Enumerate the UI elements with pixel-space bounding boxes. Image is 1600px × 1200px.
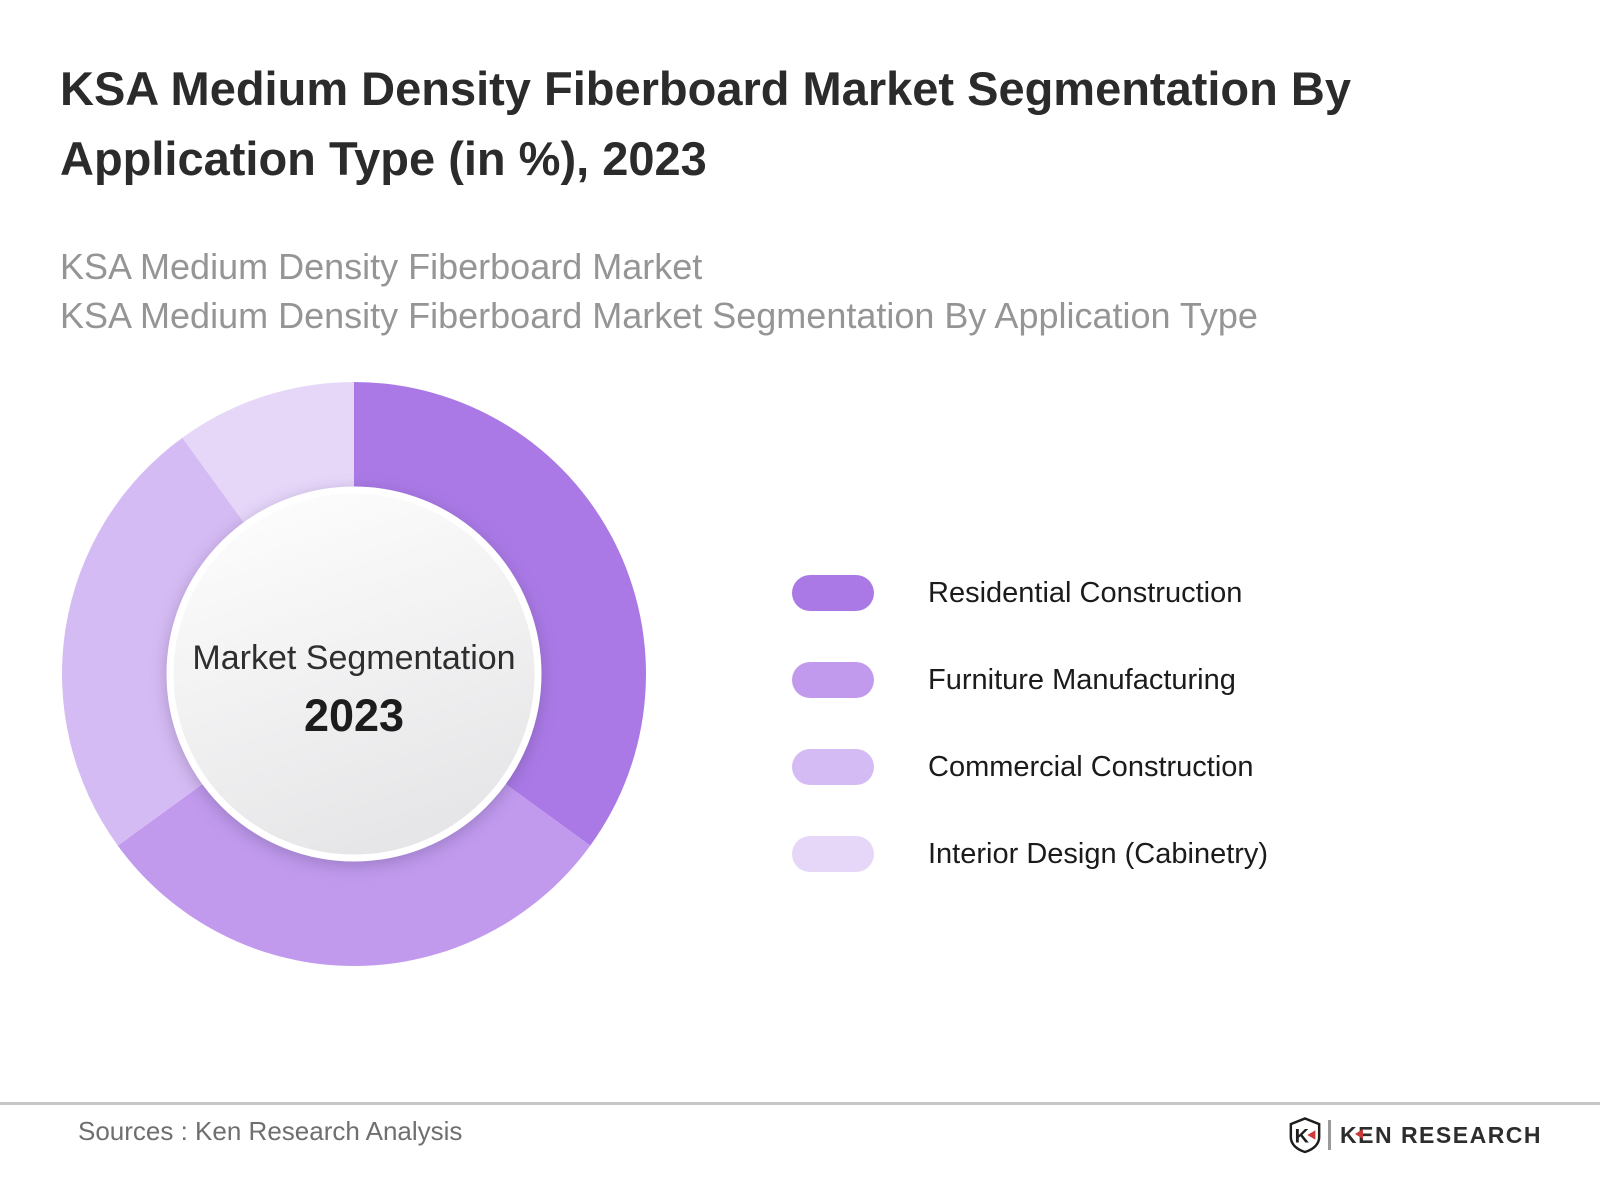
shield-icon: K: [1289, 1117, 1321, 1154]
red-triangle-icon: [1307, 1130, 1316, 1140]
subtitle-line2: KSA Medium Density Fiberboard Market Seg…: [60, 295, 1258, 336]
donut-chart: Market Segmentation 2023: [60, 380, 648, 968]
legend-swatch-icon: [792, 836, 874, 872]
legend-label: Furniture Manufacturing: [928, 663, 1236, 696]
legend-label: Residential Construction: [928, 576, 1243, 609]
subtitle-line1: KSA Medium Density Fiberboard Market: [60, 246, 703, 287]
legend-item: Interior Design (Cabinetry): [792, 836, 1268, 872]
legend-item: Furniture Manufacturing: [792, 662, 1268, 698]
red-triangle-icon: [1355, 1128, 1363, 1139]
donut-hole: [166, 486, 542, 862]
donut-svg: [62, 382, 646, 966]
legend-label: Commercial Construction: [928, 750, 1254, 783]
sources-text: Sources : Ken Research Analysis: [78, 1116, 463, 1146]
logo-separator: [1328, 1120, 1331, 1150]
logo-text: KEN RESEARCH: [1340, 1121, 1543, 1148]
logo-wordmark: KEN RESEARCH: [1340, 1122, 1542, 1149]
svg-text:K: K: [1295, 1126, 1310, 1148]
legend-item: Commercial Construction: [792, 749, 1268, 785]
legend-label: Interior Design (Cabinetry): [928, 837, 1269, 870]
page-title-line2: Application Type (in %), 2023: [60, 132, 707, 185]
page-subtitle: KSA Medium Density Fiberboard Market KSA…: [60, 242, 1540, 340]
page-title: KSA Medium Density Fiberboard Market Seg…: [60, 54, 1540, 194]
legend-item: Residential Construction: [792, 575, 1268, 611]
ken-research-logo: K KEN RESEARCH: [1288, 1116, 1542, 1154]
legend-swatch-icon: [792, 749, 874, 785]
legend-swatch-icon: [792, 662, 874, 698]
legend-swatch-icon: [792, 575, 874, 611]
chart-legend: Residential Construction Furniture Manufa…: [792, 575, 1268, 872]
page-title-line1: KSA Medium Density Fiberboard Market Seg…: [60, 62, 1351, 115]
footer-divider: [0, 1102, 1600, 1105]
